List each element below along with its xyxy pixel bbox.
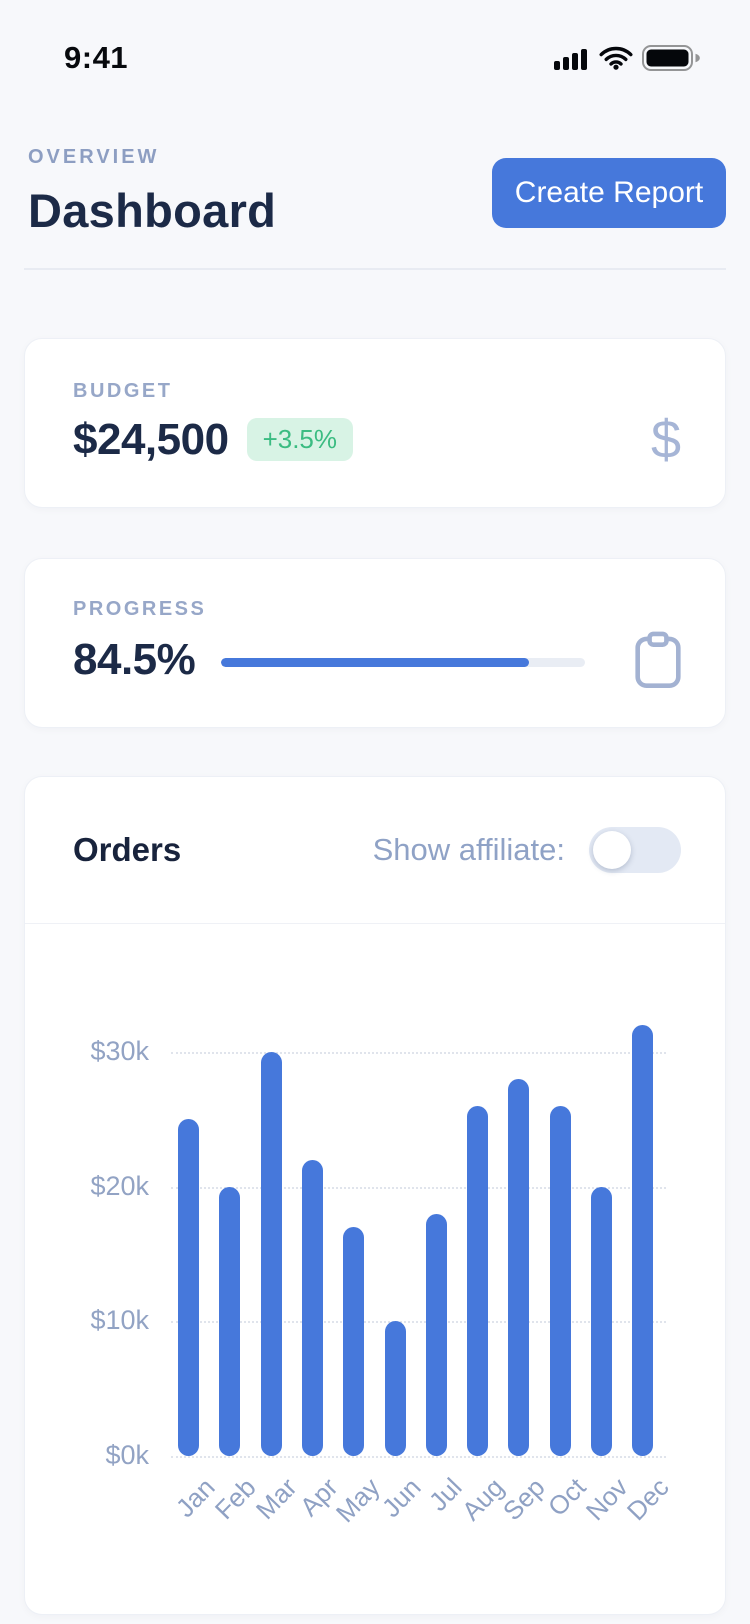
- chart-gridline: [171, 1051, 666, 1054]
- page-header: OVERVIEW Dashboard Create Report: [0, 146, 750, 238]
- chart-bar[interactable]: [508, 1078, 530, 1456]
- status-bar: 9:41: [0, 0, 750, 90]
- progress-value: 84.5%: [73, 634, 196, 684]
- chart-bar[interactable]: [178, 1119, 199, 1456]
- orders-card: Orders Show affiliate: $30k $20k $10k $0k Ja…: [24, 776, 726, 1615]
- budget-card: BUDGET $24,500 +3.5% $: [24, 338, 726, 508]
- orders-header: Orders Show affiliate:: [25, 777, 725, 923]
- chart-bar[interactable]: [301, 1159, 323, 1456]
- chart-bar[interactable]: [591, 1186, 612, 1456]
- status-icons: [554, 45, 700, 71]
- chart-bar[interactable]: [425, 1213, 447, 1456]
- chart-bar[interactable]: [549, 1105, 571, 1456]
- orders-header-divider: [25, 923, 725, 924]
- dollar-icon: $: [650, 409, 681, 470]
- clock: 9:41: [64, 40, 129, 75]
- chart-bar[interactable]: [260, 1051, 282, 1456]
- chart-bar[interactable]: [632, 1025, 654, 1456]
- chart-ytick-label: $30k: [90, 1035, 149, 1066]
- create-report-button[interactable]: Create Report: [492, 158, 726, 228]
- chart-bar[interactable]: [467, 1105, 489, 1456]
- wifi-icon: [599, 46, 633, 70]
- clipboard-icon: [635, 631, 681, 688]
- budget-row: $24,500 +3.5% $: [73, 413, 681, 467]
- overview-eyebrow: OVERVIEW: [28, 146, 160, 168]
- affiliate-toggle-label: Show affiliate:: [372, 832, 565, 867]
- budget-value: $24,500: [73, 414, 229, 464]
- affiliate-group: Show affiliate:: [373, 827, 681, 873]
- chart-bar[interactable]: [343, 1227, 365, 1456]
- progress-row: 84.5%: [73, 631, 681, 689]
- affiliate-toggle[interactable]: [589, 827, 681, 873]
- chart-ytick-label: $20k: [90, 1170, 149, 1201]
- orders-chart: $30k $20k $10k $0k Jan Feb Mar Apr May Jun Jul Aug S…: [25, 924, 725, 1614]
- chart-ytick-label: $0k: [105, 1440, 149, 1470]
- progress-bar-track: [221, 658, 585, 667]
- chart-gridline: [171, 1456, 666, 1458]
- page-title: Dashboard: [28, 184, 277, 237]
- chart-bar[interactable]: [219, 1186, 241, 1456]
- progress-label: PROGRESS: [73, 597, 207, 620]
- header-divider: [24, 268, 726, 270]
- chart-ytick-label: $10k: [90, 1305, 149, 1336]
- chart-bar[interactable]: [384, 1321, 406, 1456]
- page-header-text: OVERVIEW Dashboard: [28, 146, 276, 238]
- progress-card: PROGRESS 84.5%: [24, 558, 726, 728]
- budget-label: BUDGET: [73, 379, 173, 402]
- battery-icon: [642, 45, 700, 71]
- cellular-signal-icon: [554, 49, 587, 70]
- affiliate-toggle-knob: [593, 831, 631, 869]
- chart-gridline: [171, 1321, 666, 1324]
- orders-title: Orders: [73, 831, 182, 868]
- chart-gridline: [171, 1186, 666, 1189]
- progress-bar-fill: [221, 658, 529, 667]
- budget-delta-badge: +3.5%: [246, 418, 354, 461]
